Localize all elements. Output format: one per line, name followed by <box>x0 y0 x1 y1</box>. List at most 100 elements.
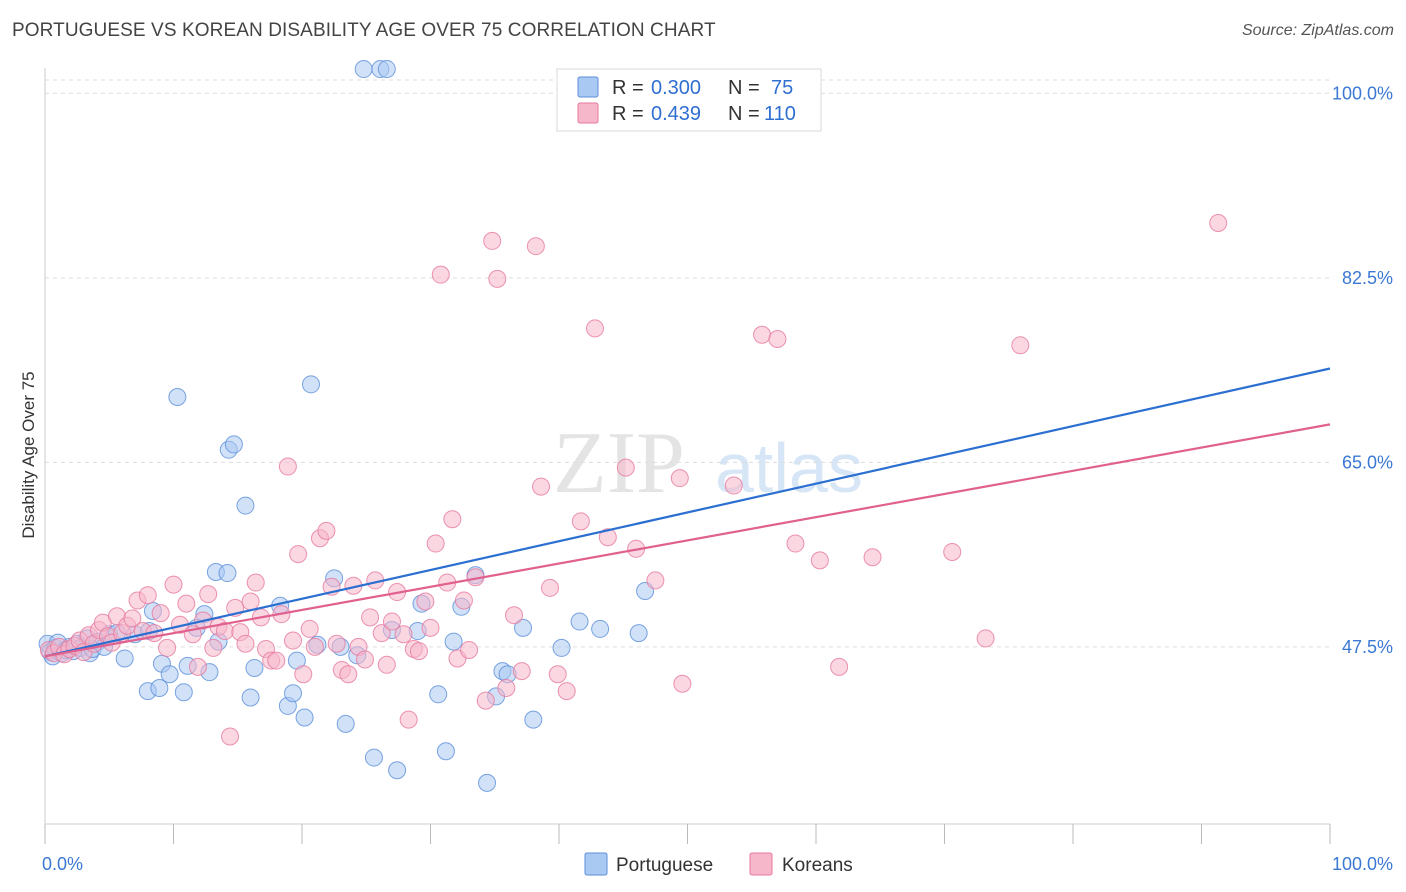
point-koreans-26 <box>177 594 196 613</box>
chart-title: PORTUGUESE VS KOREAN DISABILITY AGE OVER… <box>12 20 716 41</box>
legend-n-value-1: 75 <box>771 77 793 99</box>
bottom-legend: Portuguese Koreans <box>584 852 853 876</box>
point-portuguese-69 <box>524 710 543 729</box>
point-koreans-43 <box>267 651 286 670</box>
point-portuguese-45 <box>301 375 320 394</box>
point-portuguese-68 <box>514 618 533 637</box>
point-portuguese-70 <box>552 638 571 657</box>
point-koreans-100 <box>753 325 772 344</box>
point-portuguese-54 <box>377 60 396 79</box>
source-label: Source: ZipAtlas.com <box>1241 22 1394 39</box>
point-koreans-102 <box>786 534 805 553</box>
point-portuguese-51 <box>354 60 373 79</box>
point-koreans-39 <box>246 573 265 592</box>
legend-n-value-2: 110 <box>764 103 796 125</box>
point-portuguese-52 <box>364 748 383 767</box>
point-koreans-64 <box>382 612 401 631</box>
point-koreans-37 <box>236 634 255 653</box>
point-koreans-70 <box>416 592 435 611</box>
point-koreans-46 <box>284 631 303 650</box>
point-koreans-89 <box>548 665 567 684</box>
bottom-legend-label-koreans: Koreans <box>782 855 853 876</box>
point-portuguese-26 <box>168 387 187 406</box>
point-koreans-92 <box>585 319 604 338</box>
point-portuguese-39 <box>245 658 264 677</box>
point-koreans-62 <box>372 624 391 643</box>
point-koreans-109 <box>1209 213 1228 232</box>
point-koreans-84 <box>505 606 524 625</box>
bottom-legend-swatch-portuguese <box>584 852 608 876</box>
axes <box>44 68 1331 844</box>
legend-swatch-koreans <box>577 102 599 124</box>
point-koreans-101 <box>768 329 787 348</box>
point-portuguese-37 <box>236 496 255 515</box>
point-koreans-72 <box>426 534 445 553</box>
point-portuguese-56 <box>388 761 407 780</box>
point-koreans-66 <box>394 625 413 644</box>
point-portuguese-34 <box>218 564 237 583</box>
point-portuguese-71 <box>570 612 589 631</box>
point-koreans-103 <box>810 551 829 570</box>
y-tick-label-2: 65.0% <box>1342 452 1393 472</box>
legend-r-label-1: R = <box>612 77 644 99</box>
y-axis-title: Disability Age Over 75 <box>19 371 38 538</box>
point-portuguese-25 <box>160 665 179 684</box>
y-tick-label-1: 82.5% <box>1342 268 1393 288</box>
point-koreans-108 <box>1011 336 1030 355</box>
point-koreans-71 <box>421 618 440 637</box>
point-portuguese-36 <box>224 435 243 454</box>
point-koreans-96 <box>646 571 665 590</box>
point-koreans-91 <box>571 512 590 531</box>
point-portuguese-38 <box>241 688 260 707</box>
point-koreans-99 <box>724 476 743 495</box>
point-portuguese-59 <box>429 685 448 704</box>
legend-box: R = 0.300 N = 75 R = 0.439 N = 110 <box>556 68 822 132</box>
legend-n-label-2: N = <box>728 103 760 125</box>
x-tick-label-0: 0.0% <box>42 854 83 874</box>
point-koreans-59 <box>355 650 374 669</box>
point-portuguese-72 <box>591 619 610 638</box>
point-portuguese-42 <box>284 684 303 703</box>
bottom-legend-label-portuguese: Portuguese <box>616 855 713 876</box>
trend-lines <box>44 367 1331 658</box>
point-koreans-45 <box>278 457 297 476</box>
point-koreans-17 <box>123 609 142 628</box>
watermark-atlas: atlas <box>715 429 863 507</box>
point-koreans-81 <box>483 231 502 250</box>
y-tick-label-3: 47.5% <box>1342 637 1393 657</box>
point-koreans-63 <box>377 655 396 674</box>
point-koreans-56 <box>339 665 358 684</box>
point-koreans-54 <box>327 634 346 653</box>
legend-r-value-2: 0.439 <box>651 103 701 125</box>
point-koreans-24 <box>164 575 183 594</box>
point-koreans-75 <box>443 510 462 529</box>
legend-r-value-1: 0.300 <box>651 77 701 99</box>
point-koreans-85 <box>512 662 531 681</box>
point-koreans-104 <box>830 657 849 676</box>
point-koreans-105 <box>863 548 882 567</box>
point-koreans-86 <box>526 237 545 256</box>
point-koreans-82 <box>488 269 507 288</box>
point-portuguese-60 <box>436 742 455 761</box>
legend-swatch-portuguese <box>577 76 599 98</box>
point-koreans-48 <box>294 665 313 684</box>
point-koreans-38 <box>241 592 260 611</box>
point-portuguese-61 <box>444 632 463 651</box>
point-portuguese-73 <box>629 624 648 643</box>
point-portuguese-49 <box>336 714 355 733</box>
point-koreans-28 <box>188 657 207 676</box>
tick-labels: 100.0% 82.5% 65.0% 47.5% 0.0% 100.0% <box>42 83 1393 874</box>
point-koreans-60 <box>361 608 380 627</box>
point-koreans-87 <box>532 477 551 496</box>
point-koreans-20 <box>138 586 157 605</box>
point-koreans-31 <box>204 638 223 657</box>
x-tick-label-1: 100.0% <box>1332 854 1393 874</box>
grid-lines <box>45 79 1330 648</box>
point-koreans-22 <box>151 604 170 623</box>
point-koreans-97 <box>670 469 689 488</box>
y-tick-label-0: 100.0% <box>1332 83 1393 103</box>
point-koreans-73 <box>431 265 450 284</box>
bottom-legend-swatch-koreans <box>749 852 773 876</box>
point-koreans-94 <box>616 458 635 477</box>
